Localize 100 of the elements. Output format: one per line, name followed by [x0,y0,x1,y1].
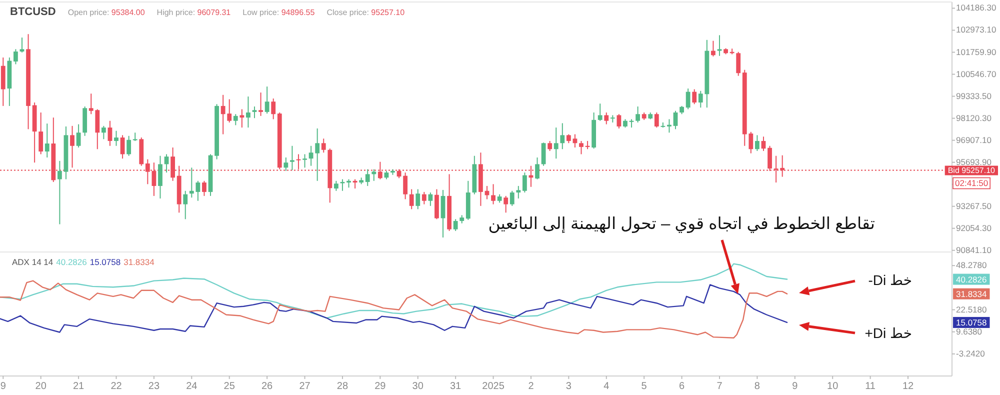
x-tick-label: 7 [716,381,723,392]
candlestick [416,188,420,210]
candlestick [616,114,622,129]
ref-line-label: Bid 95257.10 [948,166,996,176]
x-tick-label: 25 [224,381,236,392]
candlestick [126,135,132,156]
candlestick [315,128,320,182]
candlestick [114,130,118,146]
x-tick-label: 3 [566,381,572,392]
x-tick-label: 6 [679,381,686,392]
y-tick-label: 100546.70 [956,68,996,79]
candlestick [164,154,169,174]
candlestick [20,37,24,53]
candlestick [654,112,659,128]
x-tick-label: 20 [35,381,47,392]
x-tick-label: 31 [450,381,462,392]
candlestick [604,112,609,125]
text: 02:41:50 [955,178,988,188]
y-tick-label: 48.2780 [956,260,987,270]
candlestick [334,180,338,192]
candlestick [284,156,288,172]
candlestick [598,103,602,122]
candlestick [554,127,558,160]
candlestick [108,120,112,146]
candlestick [516,185,521,199]
x-tick-label: 28 [336,381,348,392]
candlestick [321,138,326,154]
y-tick-label: 96907.10 [956,134,992,145]
candlestick [667,118,672,134]
x-tick-label: 22 [110,381,122,392]
y-tick-label: 95693.90 [956,156,992,167]
text: 40.2826 [956,274,987,284]
candlestick [57,160,62,225]
y-tick-label: 102973.10 [956,24,996,35]
candlestick [372,168,376,182]
text: ADX 14 14 [12,257,54,267]
chart-title: BTCUSD [10,6,56,18]
x-tick-label: 21 [72,381,85,392]
candlestick [541,142,546,166]
candlestick [504,195,508,214]
candlestick [453,218,458,232]
candlestick [170,147,176,182]
x-tick-label: 9 [0,381,6,392]
candlestick [290,145,294,171]
candlestick [686,88,690,110]
y-tick-label: 90841.10 [956,244,992,255]
candlestick [44,123,50,158]
x-tick-label: 24 [186,381,198,392]
candlestick [572,134,578,148]
candlestick [522,172,527,193]
x-tick-label: 5 [641,381,648,392]
candlestick [510,190,514,206]
candlestick [14,48,18,65]
annotation: +Di خط [864,325,912,341]
candlestick [264,86,270,114]
candlestick [692,88,697,105]
x-tick-label: 11 [865,381,876,392]
candlestick [202,180,206,196]
x-tick-label: 2025 [482,381,505,392]
candlestick [491,184,496,205]
candlestick [271,98,276,120]
annotation: تقاطع الخطوط في اتجاه قوي – تحول الهيمنة إلى البائعين [488,215,876,234]
candlestick [76,124,81,148]
candlestick [579,140,584,155]
candlestick [70,125,74,168]
candlestick [101,125,106,140]
line-series [0,284,788,333]
candlestick [378,161,382,180]
x-tick-label: 10 [827,381,839,392]
candlestick [132,132,138,142]
candlestick [145,158,150,185]
candlestick [120,134,125,160]
candlestick [711,40,716,57]
candlestick [258,92,263,116]
y-tick-label: 99333.50 [956,90,992,101]
line-series [0,280,788,338]
text: 15.0758 [956,317,987,328]
candlestick [152,162,156,196]
candlestick [38,112,44,155]
candlestick [428,192,433,206]
candlestick [365,168,370,186]
candlestick [717,34,722,56]
x-tick-label: 26 [262,381,274,392]
x-tick-label: 30 [412,381,424,392]
candlestick [434,188,439,220]
candlestick [548,140,552,152]
candlestick [560,122,565,150]
x-tick-label: 27 [299,381,311,392]
candlestick [440,189,446,238]
y-tick-label: -3.2420 [956,348,986,358]
x-tick-label: 29 [374,381,386,392]
candlestick [768,145,772,172]
candlestick [308,145,314,166]
y-tick-label: 101759.90 [956,46,996,57]
candlestick [252,106,257,119]
x-tick-label: 8 [754,381,760,392]
annotation: Low price: 94896.55 [242,8,316,17]
y-tick-label: 92054.30 [956,222,992,233]
annotation: Close price: 95257.10 [326,8,406,17]
x-tick-label: 23 [148,381,160,392]
